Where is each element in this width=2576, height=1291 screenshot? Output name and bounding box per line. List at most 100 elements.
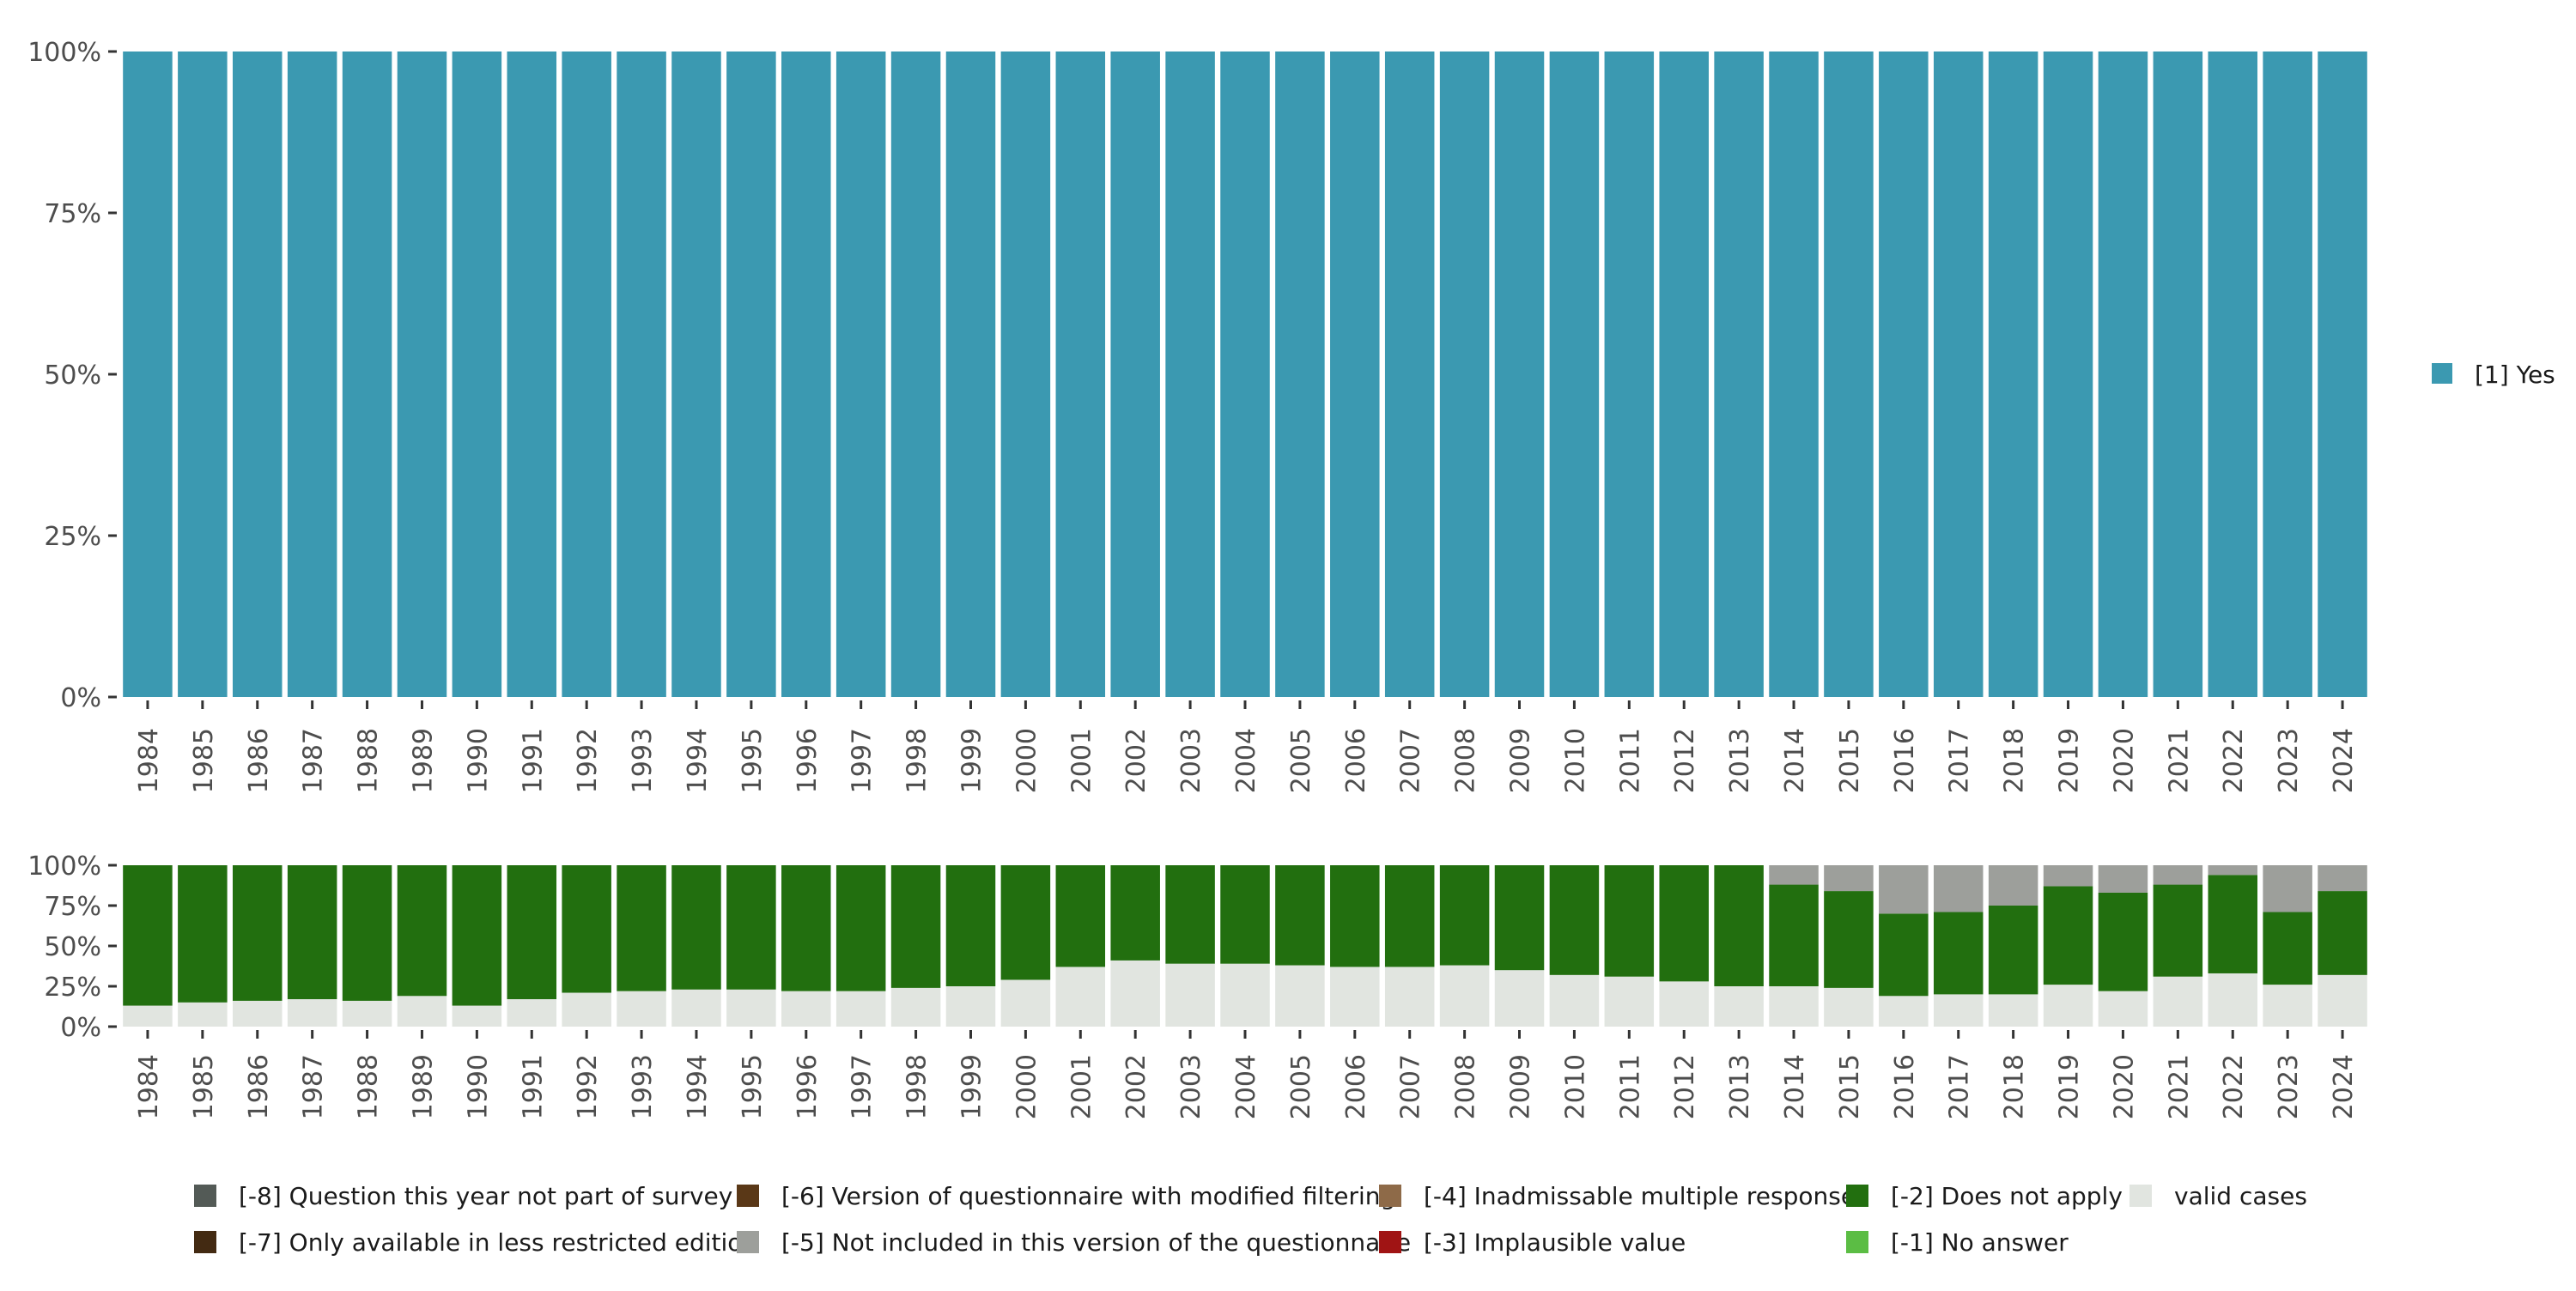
bar-segment (1604, 52, 1655, 697)
bar-segment (1055, 967, 1106, 1027)
bar-segment (1110, 52, 1160, 697)
bottom-legend: [-8] Question this year not part of surv… (194, 1182, 2307, 1257)
x-tick-label: 2013 (1725, 728, 1755, 793)
x-tick-label: 2019 (2055, 1054, 2085, 1119)
bar-segment (1055, 52, 1106, 697)
x-tick-label: 1986 (244, 1054, 274, 1119)
bar-segment (2263, 865, 2312, 912)
x-tick-label: 2015 (1835, 1054, 1865, 1119)
bar-segment (1494, 865, 1545, 971)
x-tick-label: 2000 (1012, 1054, 1042, 1119)
bar-segment (287, 999, 337, 1027)
x-tick-label: 1985 (189, 728, 219, 793)
x-tick-label: 2018 (2000, 728, 2030, 793)
bar-segment (397, 996, 447, 1027)
bar-segment (1879, 996, 1929, 1027)
bar-segment (233, 52, 283, 697)
x-tick-label: 1984 (134, 1054, 164, 1119)
bar-segment (1549, 974, 1600, 1027)
x-tick-label: 2014 (1780, 728, 1810, 793)
bar-segment (1330, 967, 1380, 1027)
y-tick-label: 25% (44, 522, 101, 552)
bar-segment (617, 865, 666, 991)
x-tick-label: 2021 (2164, 1054, 2194, 1119)
bar-segment (1384, 865, 1435, 967)
bar-segment (1494, 52, 1545, 697)
legend-label: valid cases (2174, 1182, 2307, 1210)
bar-segment (1769, 986, 1819, 1027)
x-tick-label: 2024 (2329, 728, 2359, 793)
bar-segment (726, 989, 776, 1027)
bar-segment (123, 1005, 173, 1027)
bar-segment (1988, 52, 2038, 697)
legend-label: [-4] Inadmissable multiple response (1424, 1182, 1856, 1210)
bar-segment (1165, 865, 1215, 964)
bar-segment (1384, 967, 1435, 1027)
x-tick-label: 1987 (299, 728, 329, 793)
bar-segment (1769, 865, 1819, 885)
x-tick-label: 1991 (518, 728, 548, 793)
x-tick-label: 1998 (902, 1054, 933, 1119)
bar-segment (1000, 52, 1051, 697)
bar-segment (123, 52, 173, 697)
bar-segment (781, 865, 831, 991)
x-tick-label: 1987 (299, 1054, 329, 1119)
bar-segment (1384, 52, 1435, 697)
bar-segment (1769, 884, 1819, 986)
bar-segment (1110, 960, 1160, 1027)
bar-segment (342, 1000, 392, 1027)
x-tick-label: 2009 (1506, 1054, 1536, 1119)
x-tick-label: 2020 (2109, 1054, 2139, 1119)
x-tick-label: 1995 (738, 728, 768, 793)
bar-segment (835, 52, 886, 697)
x-tick-label: 2023 (2274, 728, 2304, 793)
legend-swatch (2129, 1185, 2152, 1207)
bar-segment (1330, 865, 1380, 967)
bottom-panel: 0% 25% 50% 75% 100% 1984 1985 1986 1987 1988 1989 1… (27, 852, 2367, 1119)
bar-segment (1439, 865, 1490, 966)
bar-segment (945, 865, 996, 986)
bar-segment (1275, 865, 1325, 966)
x-tick-label: 2006 (1341, 728, 1371, 793)
y-tick-label: 25% (44, 973, 101, 1003)
x-tick-label: 2014 (1780, 1054, 1810, 1119)
bar-segment (233, 865, 283, 1001)
bar-segment (2318, 891, 2367, 975)
bar-segment (1000, 979, 1051, 1027)
bar-segment (890, 987, 941, 1027)
bar-segment (2098, 892, 2148, 991)
x-tick-label: 1993 (628, 1054, 658, 1119)
y-tick-label: 75% (44, 199, 101, 229)
bar-segment (397, 865, 447, 997)
x-tick-label: 1990 (463, 1054, 493, 1119)
legend-label: [-6] Version of questionnaire with modif… (781, 1182, 1395, 1210)
x-tick-label: 2023 (2274, 1054, 2304, 1119)
x-tick-label: 2022 (2219, 1054, 2249, 1119)
bar-segment (2043, 985, 2093, 1027)
legend-swatch (737, 1185, 759, 1207)
bar-segment (1220, 865, 1270, 964)
x-tick-label: 2005 (1286, 728, 1316, 793)
bar-segment (1165, 963, 1215, 1027)
legend-swatch (1379, 1231, 1401, 1253)
y-tick-label: 100% (27, 38, 101, 68)
x-tick-label: 1994 (683, 1054, 713, 1119)
bar-segment (1330, 52, 1380, 697)
bar-segment (1933, 52, 1984, 697)
x-tick-label: 2007 (1396, 728, 1426, 793)
bar-segment (2318, 52, 2367, 697)
x-tick-label: 1992 (573, 1054, 603, 1119)
bar-segment (2153, 884, 2203, 977)
legend-swatch (2432, 363, 2452, 384)
bar-segment (2318, 865, 2367, 892)
bar-segment (2153, 865, 2203, 885)
x-tick-label: 1990 (463, 728, 493, 793)
x-tick-label: 2013 (1725, 1054, 1755, 1119)
bar-segment (1494, 970, 1545, 1027)
x-tick-label: 2018 (2000, 1054, 2030, 1119)
legend-label: [-3] Implausible value (1424, 1228, 1686, 1257)
x-tick-label: 2004 (1231, 1054, 1261, 1119)
right-legend: [1] Yes (2432, 361, 2555, 389)
bar-segment (1824, 865, 1874, 892)
bar-segment (452, 1005, 502, 1027)
